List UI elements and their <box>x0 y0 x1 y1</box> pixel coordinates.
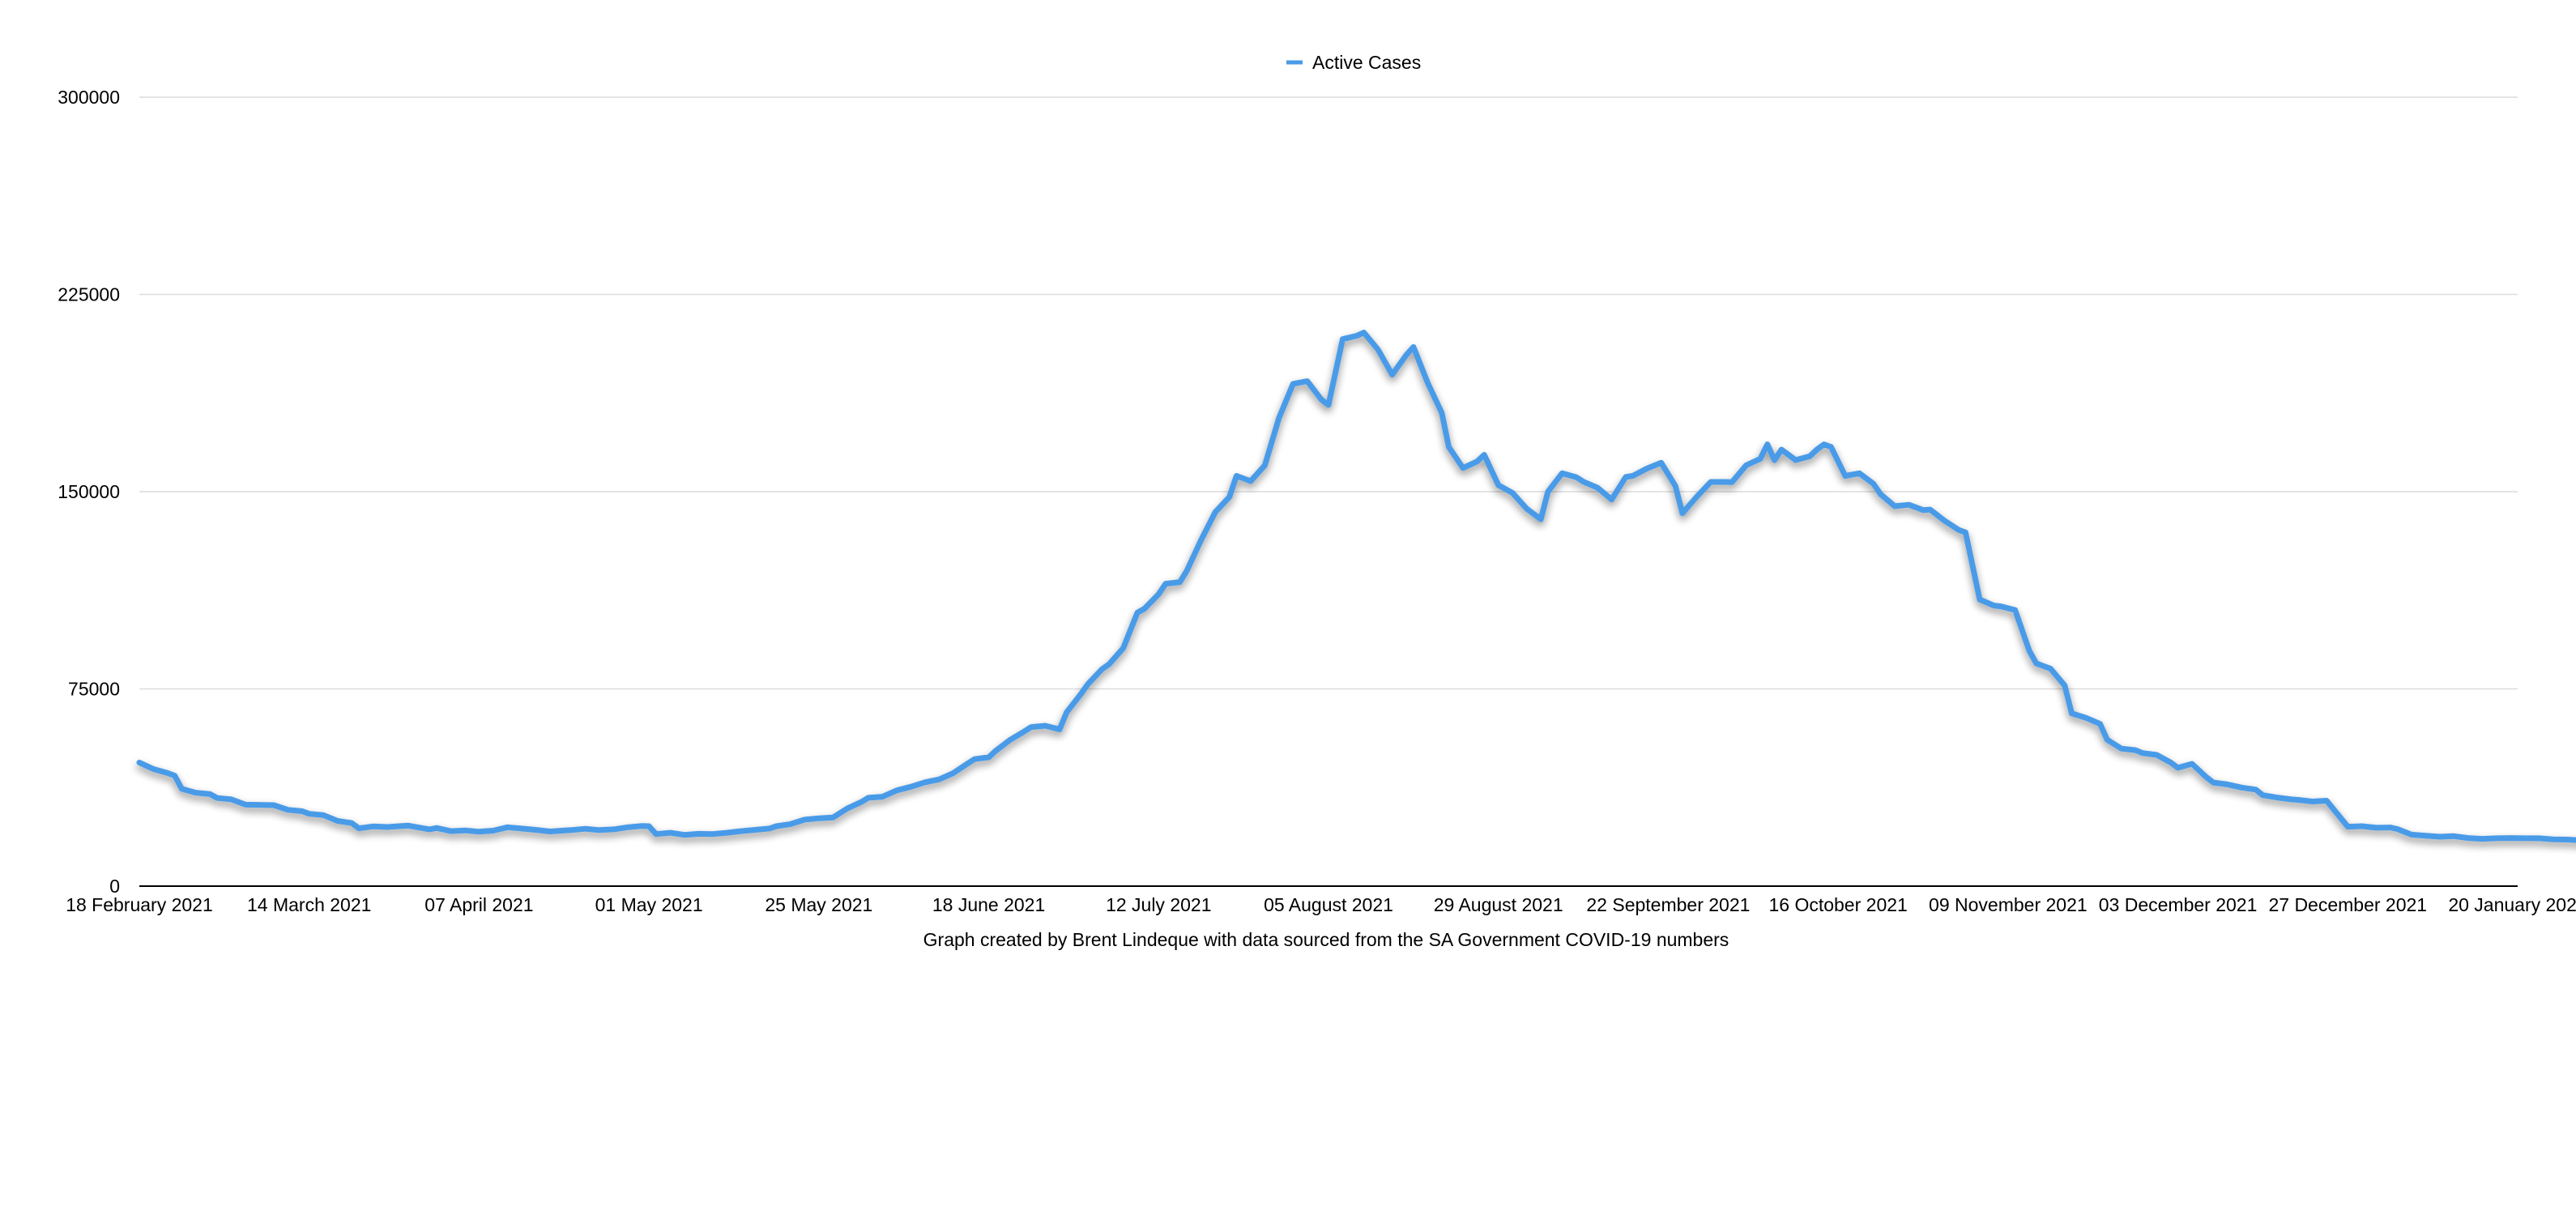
x-tick-label: 05 August 2021 <box>1264 894 1393 915</box>
x-tick-label: 22 September 2021 <box>1586 894 1750 915</box>
x-tick-label: 01 May 2021 <box>595 894 703 915</box>
series-line <box>136 330 2576 843</box>
x-tick-label: 16 October 2021 <box>1768 894 1907 915</box>
x-tick-label: 09 November 2021 <box>1929 894 2088 915</box>
legend-label: Active Cases <box>1312 52 1421 73</box>
y-tick-label: 0 <box>109 876 120 897</box>
x-tick-label: 03 December 2021 <box>2099 894 2258 915</box>
x-tick-label: 29 August 2021 <box>1434 894 1563 915</box>
y-tick-label: 225000 <box>58 284 120 305</box>
x-tick-label: 18 February 2021 <box>66 894 213 915</box>
x-tick-label: 27 December 2021 <box>2268 894 2427 915</box>
x-tick-label: 07 April 2021 <box>424 894 533 915</box>
x-tick-label: 18 June 2021 <box>932 894 1045 915</box>
y-tick-label: 300000 <box>58 87 120 108</box>
x-tick-label: 25 May 2021 <box>765 894 872 915</box>
x-tick-label: 12 July 2021 <box>1106 894 1211 915</box>
x-tick-label: 14 March 2021 <box>247 894 371 915</box>
x-axis-title: Graph created by Brent Lindeque with dat… <box>923 929 1729 950</box>
x-tick-label: 20 January 2022 <box>2448 894 2576 915</box>
y-tick-label: 75000 <box>68 679 120 700</box>
y-tick-label: 150000 <box>58 481 120 502</box>
